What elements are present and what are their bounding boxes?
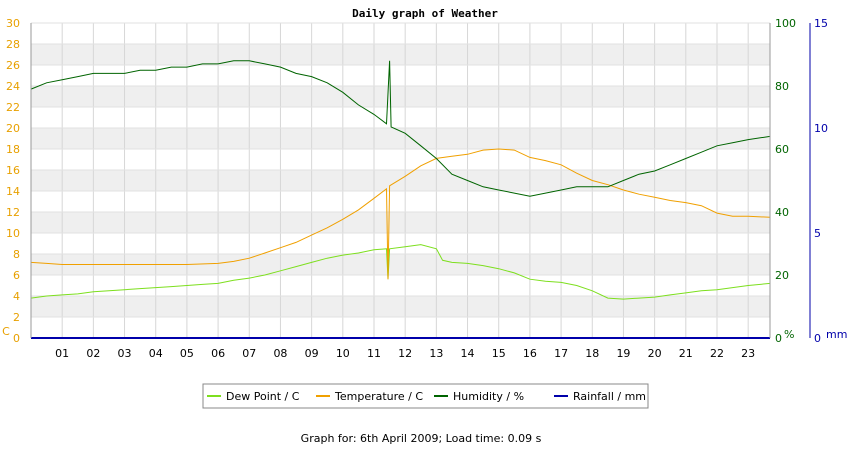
x-axis-tick-label: 13 (429, 347, 443, 360)
left-axis-tick-label: 26 (6, 59, 20, 72)
left-axis-tick-label: 0 (13, 332, 20, 345)
x-axis-tick-label: 23 (741, 347, 755, 360)
humidity-axis-tick-label: 40 (775, 206, 789, 219)
x-axis-tick-label: 06 (211, 347, 225, 360)
chart-title: Daily graph of Weather (352, 7, 498, 20)
temperature-series-line (30, 148, 771, 280)
legend-box (202, 383, 649, 409)
left-axis-tick-label: 10 (6, 227, 20, 240)
humidity-axis-tick-label: 100 (775, 17, 796, 30)
left-axis-tick-label: 2 (13, 311, 20, 324)
axes (30, 23, 811, 338)
left-axis-tick-label: 16 (6, 164, 20, 177)
legend-entry-label: Dew Point / C (226, 390, 300, 403)
left-axis-tick-label: 20 (6, 122, 20, 135)
legend-entry-label: Rainfall / mm (573, 390, 646, 403)
grid-lines (31, 22, 770, 339)
left-axis-tick-label: 14 (6, 185, 20, 198)
series-layer (30, 60, 771, 339)
x-axis-tick-label: 17 (554, 347, 568, 360)
rainfall-axis-tick-label: 15 (814, 17, 828, 30)
rainfall-axis-tick-label: 5 (814, 227, 821, 240)
grid-band (31, 233, 770, 254)
x-axis-tick-label: 10 (336, 347, 350, 360)
dew-point-series-line (30, 244, 771, 300)
grid-band (31, 128, 770, 149)
x-axis-tick-label: 01 (55, 347, 69, 360)
grid-band (31, 191, 770, 212)
rainfall-axis-tick-label: 10 (814, 122, 828, 135)
grid-band (31, 317, 770, 338)
x-axis-tick-label: 16 (523, 347, 537, 360)
humidity-axis-ticks: 0 20 40 60 80 100 (775, 17, 796, 345)
x-axis-tick-label: 22 (710, 347, 724, 360)
left-axis-tick-label: 30 (6, 17, 20, 30)
grid-band (31, 44, 770, 65)
x-axis-tick-label: 21 (679, 347, 693, 360)
humidity-axis-tick-label: 80 (775, 80, 789, 93)
grid-band (31, 212, 770, 233)
grid-band (31, 23, 770, 44)
rainfall-axis-tick-label: 0 (814, 332, 821, 345)
left-axis-unit: C (2, 325, 10, 338)
x-axis-tick-label: 19 (616, 347, 630, 360)
left-axis-tick-label: 8 (13, 248, 20, 261)
grid-band (31, 275, 770, 296)
grid-band (31, 86, 770, 107)
x-axis-tick-label: 15 (492, 347, 506, 360)
grid-band (31, 254, 770, 275)
grid-band (31, 296, 770, 317)
left-axis-tick-label: 28 (6, 38, 20, 51)
x-axis-tick-label: 03 (118, 347, 132, 360)
rainfall-axis-ticks: 0 5 10 15 (814, 17, 828, 345)
legend-entry-label: Temperature / C (334, 390, 423, 403)
left-axis-tick-label: 18 (6, 143, 20, 156)
left-axis-tick-label: 12 (6, 206, 20, 219)
grid-band (31, 107, 770, 128)
x-axis-tick-label: 20 (648, 347, 662, 360)
legend-entry-label: Humidity / % (453, 390, 524, 403)
left-axis-tick-label: 6 (13, 269, 20, 282)
x-axis-tick-label: 04 (149, 347, 163, 360)
humidity-axis-tick-label: 0 (775, 332, 782, 345)
legend: Dew Point / C Temperature / C Humidity / %… (202, 383, 649, 409)
grid-bands (31, 23, 770, 338)
grid-band (31, 65, 770, 86)
humidity-axis-unit: % (784, 328, 794, 341)
grid-band (31, 170, 770, 191)
x-axis-tick-label: 14 (461, 347, 475, 360)
grid-band (31, 149, 770, 170)
humidity-axis-tick-label: 60 (775, 143, 789, 156)
x-axis-ticks: 01 02 03 04 05 06 07 08 09 10 11 12 13 14 15 16 17 18 19 20… (55, 347, 755, 360)
left-axis-tick-label: 24 (6, 80, 20, 93)
x-axis-tick-label: 07 (242, 347, 256, 360)
x-axis-tick-label: 12 (398, 347, 412, 360)
humidity-axis-tick-label: 20 (775, 269, 789, 282)
x-axis-tick-label: 08 (273, 347, 287, 360)
footer-text: Graph for: 6th April 2009; Load time: 0.… (301, 432, 542, 445)
x-axis-tick-label: 05 (180, 347, 194, 360)
x-axis-tick-label: 11 (367, 347, 381, 360)
humidity-series-line (30, 60, 771, 197)
x-axis-tick-label: 02 (86, 347, 100, 360)
left-axis-tick-label: 22 (6, 101, 20, 114)
x-axis-tick-label: 18 (585, 347, 599, 360)
x-axis-tick-label: 09 (305, 347, 319, 360)
rainfall-axis-unit: mm (826, 328, 847, 341)
left-axis-tick-label: 4 (13, 290, 20, 303)
